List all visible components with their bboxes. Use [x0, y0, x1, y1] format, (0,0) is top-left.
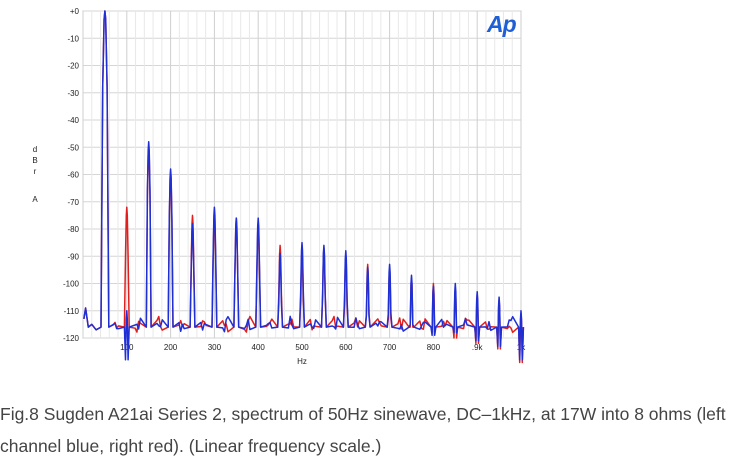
x-tick-label: 800: [427, 343, 441, 352]
spectrum-chart: +0 -10 -20 -30 -40 -50 -60 -70 -80 -90 -100 -110 -12…: [32, 7, 526, 366]
y-tick-label: -120: [63, 334, 80, 343]
y-tick-label: -110: [64, 307, 80, 316]
x-tick-label: 500: [295, 343, 309, 352]
x-tick-label: 600: [339, 343, 353, 352]
y-tick-label: -70: [67, 198, 79, 207]
y-axis-label-char: d: [33, 145, 37, 154]
y-tick-label: -30: [67, 89, 79, 98]
y-axis-label-char: A: [32, 195, 38, 204]
x-axis-label: Hz: [297, 357, 307, 366]
y-tick-label: -60: [67, 171, 79, 180]
y-tick-label: -50: [67, 143, 79, 152]
x-tick-label: .9k: [472, 343, 484, 352]
y-tick-label: -40: [67, 116, 79, 125]
grid: [82, 10, 522, 339]
figure-caption: Fig.8 Sugden A21ai Series 2, spectrum of…: [0, 404, 726, 456]
y-tick-label: +0: [70, 7, 80, 16]
y-tick-label: -10: [67, 34, 79, 43]
x-tick-label: 400: [252, 343, 266, 352]
y-tick-label: -20: [67, 62, 79, 71]
series-line-blue: [83, 10, 525, 361]
y-tick-label: -100: [63, 280, 80, 289]
ap-logo: Ap: [486, 11, 517, 37]
y-axis-label-char: r: [34, 167, 37, 176]
x-tick-label: 700: [383, 343, 397, 352]
y-tick-label: -80: [67, 225, 79, 234]
y-axis-label-char: B: [32, 156, 37, 165]
x-tick-label: 300: [208, 343, 222, 352]
y-axis-label: dBr A: [32, 145, 38, 204]
x-axis-ticks: 100 200 300 400 500 600 700 800.9k 1k: [120, 343, 526, 352]
x-tick-label: 200: [164, 343, 178, 352]
series-layer: [83, 10, 525, 364]
y-tick-label: -90: [67, 252, 79, 261]
x-tick-label: 100: [120, 343, 134, 352]
y-axis-ticks: +0 -10 -20 -30 -40 -50 -60 -70 -80 -90 -100 -110 -12…: [63, 7, 80, 343]
